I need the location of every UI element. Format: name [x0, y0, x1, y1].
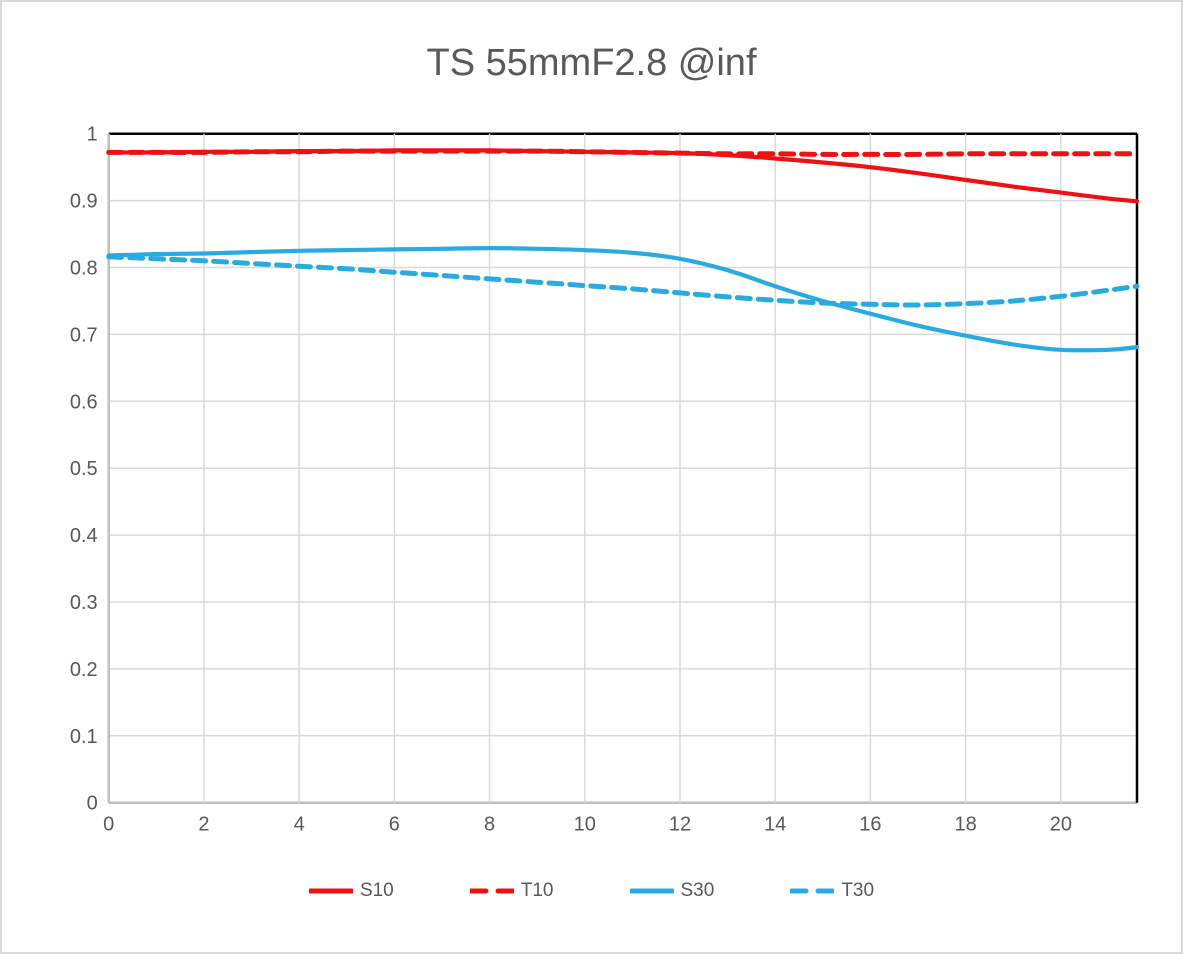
series-line-T30	[106, 254, 1140, 308]
x-tick-label: 16	[859, 814, 881, 836]
x-tick-label: 2	[198, 814, 209, 836]
legend-swatch-dashed-line-icon	[790, 888, 835, 894]
legend-item-T30: T30	[790, 880, 874, 902]
legend-item-S30: S30	[629, 880, 715, 902]
y-tick-label: 0.7	[70, 324, 98, 346]
x-tick-label: 10	[574, 814, 596, 836]
x-tick-label: 18	[954, 814, 976, 836]
y-tick-label: 0.6	[70, 391, 98, 413]
series-line-S30	[106, 246, 1140, 353]
legend-label-S30: S30	[680, 880, 715, 901]
chart-title: TS 55mmF2.8 @inf	[426, 42, 757, 84]
y-tick-label: 0.3	[70, 592, 98, 614]
series-line-S10	[106, 148, 1140, 204]
y-tick-label: 1	[87, 124, 98, 146]
y-tick-label: 0.4	[70, 525, 98, 547]
y-tick-label: 0	[87, 793, 98, 815]
chart-legend: S10 T10 S30 T30	[2, 880, 1181, 902]
legend-swatch-solid-line-icon	[629, 888, 674, 894]
legend-item-T10: T10	[469, 880, 554, 902]
x-tick-label: 20	[1050, 814, 1072, 836]
legend-label-S10: S10	[359, 880, 394, 901]
legend-swatch-dashed-line-icon	[469, 888, 514, 894]
legend-item-S10: S10	[308, 880, 394, 902]
legend-swatch-solid-line-icon	[308, 888, 353, 894]
y-tick-label: 0.2	[70, 659, 98, 681]
series-line-T10	[106, 148, 1140, 157]
x-tick-label: 0	[103, 814, 114, 836]
x-tick-label: 12	[669, 814, 691, 836]
x-tick-label: 14	[764, 814, 786, 836]
y-tick-label: 0.8	[70, 258, 98, 280]
x-tick-label: 8	[484, 814, 495, 836]
x-tick-label: 6	[389, 814, 400, 836]
y-tick-label: 0.9	[70, 191, 98, 213]
legend-label-T30: T30	[841, 880, 875, 901]
y-tick-label: 0.5	[70, 458, 98, 480]
y-tick-label: 0.1	[70, 726, 98, 748]
legend-label-T10: T10	[520, 880, 554, 901]
x-tick-label: 4	[294, 814, 305, 836]
